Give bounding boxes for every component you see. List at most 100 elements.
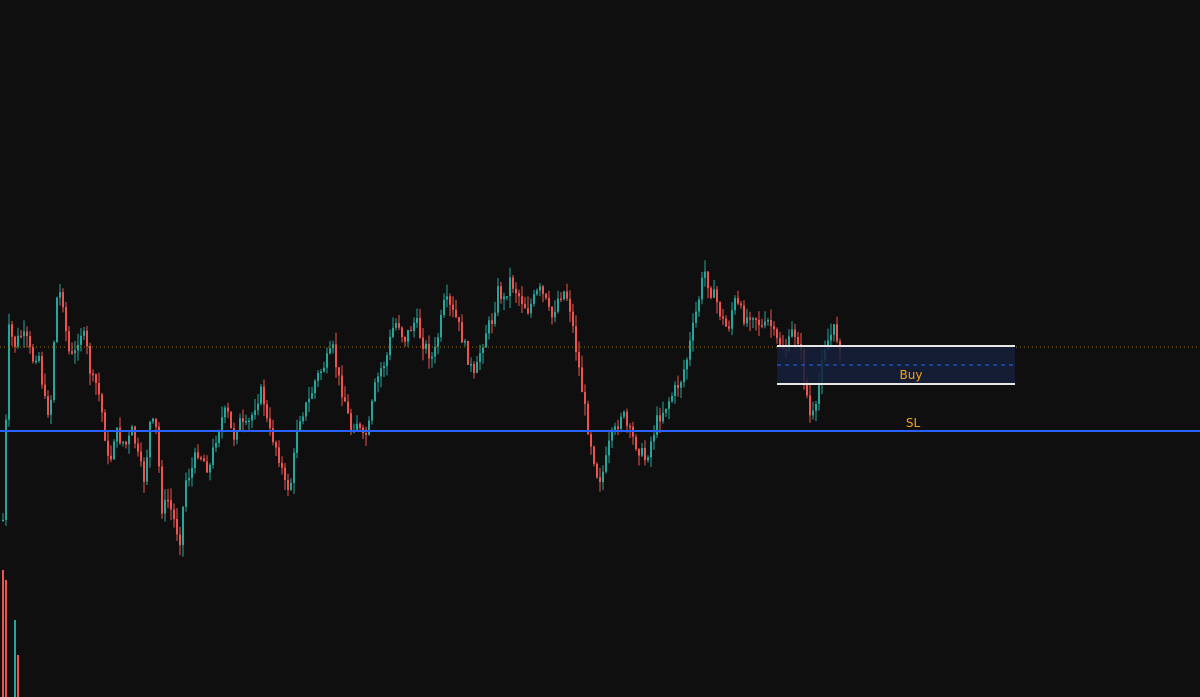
candle-body bbox=[605, 455, 607, 472]
candle-body bbox=[2, 519, 4, 522]
candle-body bbox=[578, 352, 580, 368]
candle-body bbox=[194, 452, 196, 468]
candle-body bbox=[695, 311, 697, 323]
candle-body bbox=[674, 384, 676, 396]
candle-body bbox=[188, 478, 190, 481]
candle-body bbox=[626, 411, 628, 426]
candle-body bbox=[650, 441, 652, 458]
candle-body bbox=[350, 413, 352, 432]
candle-body bbox=[554, 311, 556, 318]
candle-body bbox=[719, 302, 721, 317]
candle-body bbox=[671, 396, 673, 402]
candle-body bbox=[620, 416, 622, 429]
candle-body bbox=[140, 451, 142, 462]
candle-body bbox=[89, 346, 91, 374]
candle-body bbox=[50, 400, 52, 415]
candle-body bbox=[638, 449, 640, 456]
candle-body bbox=[479, 353, 481, 362]
candle-body bbox=[461, 322, 463, 343]
candle-body bbox=[563, 291, 565, 300]
candle-body bbox=[128, 435, 130, 445]
candle-body bbox=[374, 382, 376, 401]
candle-body bbox=[65, 307, 67, 332]
candle-body bbox=[191, 467, 193, 478]
candle-body bbox=[812, 410, 814, 416]
candle-body bbox=[725, 318, 727, 327]
candle-body bbox=[791, 329, 793, 337]
candle-body bbox=[428, 343, 430, 359]
candle-body bbox=[452, 304, 454, 310]
candle-body bbox=[59, 292, 61, 298]
candle-body bbox=[242, 418, 244, 422]
candle-body bbox=[446, 296, 448, 300]
candle-body bbox=[422, 337, 424, 349]
candle-body bbox=[743, 305, 745, 324]
candle-body bbox=[509, 277, 511, 297]
candle-body bbox=[593, 446, 595, 464]
candle-body bbox=[233, 428, 235, 440]
candle-body bbox=[287, 480, 289, 490]
candle-body bbox=[167, 499, 169, 502]
candle-body bbox=[503, 296, 505, 300]
candle-body bbox=[11, 324, 13, 337]
candle-body bbox=[8, 324, 10, 420]
candle-body bbox=[731, 310, 733, 329]
candle-body bbox=[173, 509, 175, 520]
candle-body bbox=[833, 324, 835, 335]
candle-body bbox=[26, 331, 28, 337]
candle-body bbox=[107, 440, 109, 456]
candle-body bbox=[110, 455, 112, 460]
candle-body bbox=[542, 286, 544, 294]
candle-body bbox=[437, 337, 439, 347]
candle-body bbox=[794, 329, 796, 337]
candle-body bbox=[815, 404, 817, 411]
candle-body bbox=[44, 384, 46, 396]
candle-body bbox=[818, 383, 820, 404]
stop-loss[interactable]: SL bbox=[0, 416, 1200, 432]
volume-bars bbox=[2, 570, 19, 697]
candle-body bbox=[77, 344, 79, 351]
candle-body bbox=[314, 380, 316, 394]
candle-body bbox=[164, 499, 166, 514]
candle-body bbox=[47, 396, 49, 415]
candle-body bbox=[830, 334, 832, 341]
candle-body bbox=[410, 329, 412, 332]
candle-body bbox=[302, 416, 304, 422]
candle-body bbox=[248, 420, 250, 422]
candle-body bbox=[206, 461, 208, 473]
candle-body bbox=[425, 343, 427, 349]
candle-body bbox=[395, 323, 397, 328]
candle-body bbox=[134, 426, 136, 444]
candle-body bbox=[95, 374, 97, 383]
candle-body bbox=[32, 347, 34, 362]
volume-bar bbox=[5, 580, 7, 697]
candle-body bbox=[521, 296, 523, 304]
candle-body bbox=[86, 330, 88, 347]
candle-body bbox=[485, 333, 487, 348]
candle-body bbox=[122, 441, 124, 444]
candle-body bbox=[179, 534, 181, 546]
candle-body bbox=[404, 337, 406, 342]
candle-body bbox=[449, 296, 451, 305]
candle-body bbox=[119, 427, 121, 444]
candle-body bbox=[185, 480, 187, 507]
candle-body bbox=[68, 331, 70, 352]
candle-body bbox=[386, 355, 388, 366]
buy-zone[interactable]: Buy bbox=[777, 345, 1015, 385]
candle-body bbox=[584, 392, 586, 404]
candle-series bbox=[2, 260, 841, 557]
candle-body bbox=[686, 359, 688, 370]
candle-body bbox=[389, 336, 391, 356]
candle-body bbox=[278, 447, 280, 463]
candle-body bbox=[227, 407, 229, 412]
candle-body bbox=[614, 426, 616, 430]
candle-body bbox=[656, 415, 658, 435]
candle-body bbox=[443, 299, 445, 316]
candle-body bbox=[617, 426, 619, 429]
candle-body bbox=[338, 367, 340, 376]
candle-body bbox=[647, 457, 649, 461]
buy-zone-box[interactable] bbox=[777, 346, 1015, 384]
